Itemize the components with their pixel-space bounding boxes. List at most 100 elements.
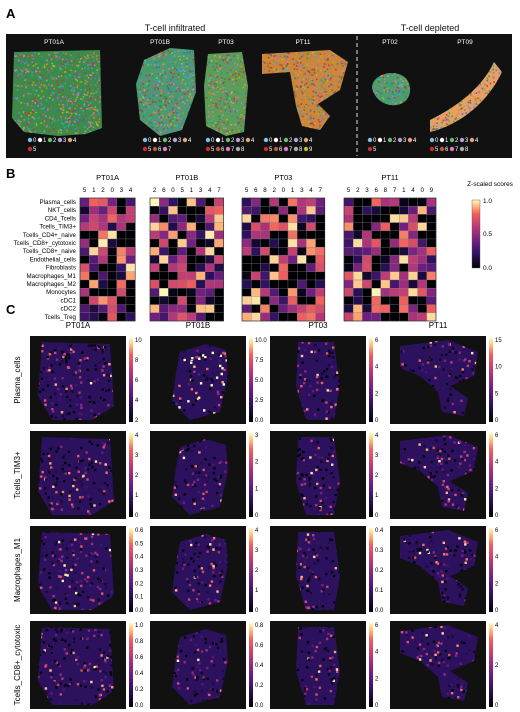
legend-pt09: 0 1 2 3 4 5 6 7 8 [429,137,479,153]
heatmap-cell [79,271,90,281]
heatmap-cell [417,238,427,248]
heatmap-frame [343,197,437,322]
heatmap-cell [205,312,215,322]
heatmap-cell [79,230,90,240]
heatmap-cell [241,296,252,305]
heatmap-cell [79,206,90,215]
legend-label: 4 [475,138,479,144]
heatmap-cell [389,288,400,297]
heatmap-cell [389,247,400,256]
colorbar-tick-label: 1 [255,486,259,492]
heatmap-cell [79,247,90,256]
legend-label: 3 [403,138,407,144]
legend-label: 5 [33,147,37,153]
expression-spots [38,627,114,705]
heatmap-cell [362,288,372,297]
heatmap-cell [125,312,136,322]
heatmap-cell [79,197,90,207]
heatmap-cell [177,304,187,313]
legend-label: 6 [158,147,162,153]
heatmap-cell [149,279,160,289]
legend-label: 3 [241,138,245,144]
heatmap-cell [205,296,215,305]
heatmap-cell [260,230,270,240]
heatmap-cell [214,312,224,322]
heatmap-cell [241,222,252,231]
heatmap-cell [278,271,289,281]
legend-label: 2 [455,138,459,144]
heatmap-cell [362,197,372,207]
heatmap-cell [79,312,90,322]
heatmap-cell [278,222,289,231]
heatmap-cell [389,255,400,264]
legend-label: 5 [269,147,273,153]
heatmap-cell [107,222,117,231]
heatmap-cell [353,296,363,305]
heatmap-cell [116,206,127,215]
colorbar-tick-label: 2 [375,676,379,682]
legend-swatch [27,146,33,152]
colorbar-tick-label: 0 [255,513,259,519]
heatmap-cell [362,304,372,313]
heatmap-cell [260,263,270,272]
expression-colorbar [129,433,133,517]
legend-swatch [367,137,373,143]
heatmap-cell [269,288,279,297]
expression-maps: PT01A PT01B PT03 PT11Plasma_cells10864210.0… [13,321,502,709]
expression-colorbar [489,623,493,707]
heatmap-cell [260,197,270,207]
heatmap-cell [315,296,325,305]
heatmap-cell [186,312,197,322]
cluster-spots-pt01a [14,52,102,136]
heatmap-column-label: 5 [180,187,184,194]
heatmap-cell [278,247,289,256]
expression-map-pt11: 15 10 5 0 [390,336,502,424]
legend-label: 1 [279,138,283,144]
legend-swatch [293,137,299,143]
heatmap-cell [269,312,279,322]
heatmap-title: PT01B [175,173,198,182]
legend-swatch [397,137,403,143]
heatmap-cell [408,288,418,297]
heatmap-cell [89,288,99,297]
heatmap-cell [205,197,215,207]
heatmap-cell [260,271,270,281]
heatmap-cell [389,197,400,207]
heatmap-cell [389,206,400,215]
heatmap-cell [380,206,391,215]
heatmap-cell [251,214,261,223]
heatmap-cell [251,296,261,305]
heatmap-cell [107,247,117,256]
heatmap-cell [195,255,206,264]
heatmap-cell [362,271,372,281]
heatmap-cell [287,214,298,223]
legend-label: 2 [168,138,172,144]
expression-colorbar [249,623,253,707]
heatmap-cell [399,214,409,223]
heatmap-frame [79,197,136,322]
heatmap-cell [380,288,391,297]
heatmap-cell [251,197,261,207]
heatmap-cell [353,279,363,289]
heatmap-cell [98,230,108,240]
legend-pt11: 0 1 2 3 4 5 6 7 8 9 [263,137,313,153]
colorbar-tick-label: 6 [135,378,139,384]
heatmap-cell [426,304,437,313]
expression-colorbar [369,623,373,707]
heatmap-cell [399,255,409,264]
heatmap-cell [168,279,178,289]
heatmap-cell [287,304,298,313]
legend-swatch [142,146,148,152]
heatmap-cell [251,247,261,256]
heatmap-cell [186,230,197,240]
heatmap-cell [362,263,372,272]
heatmap-cell [297,279,307,289]
heatmap-cell [371,247,381,256]
heatmap-cell [417,247,427,256]
legend-swatch [162,137,168,143]
heatmap-cell [79,304,90,313]
heatmap-cell [399,197,409,207]
legend-label: 3 [299,138,303,144]
heatmap-cell [417,230,427,240]
heatmap-cell [159,206,169,215]
